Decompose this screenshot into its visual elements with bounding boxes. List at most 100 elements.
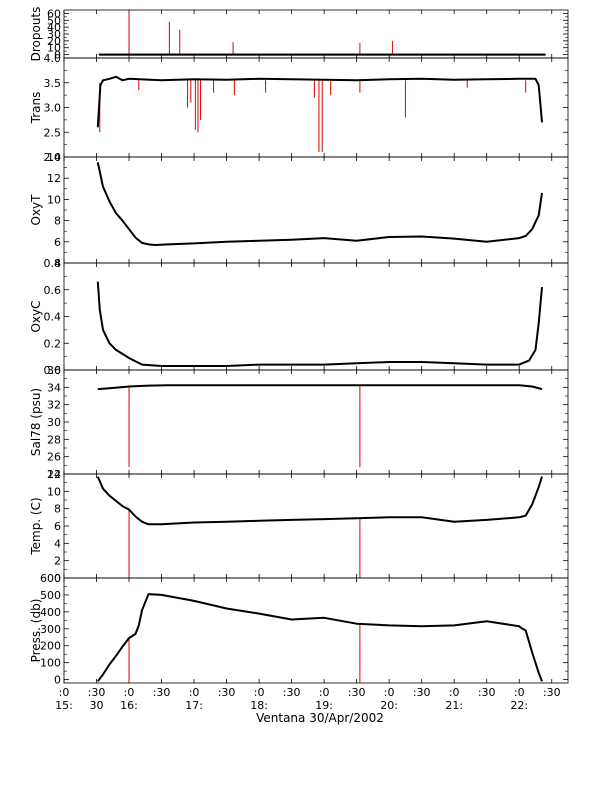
dropouts-point: [473, 53, 476, 56]
dropouts-point: [171, 53, 174, 56]
dropouts-point: [220, 53, 224, 56]
dropouts-point: [210, 53, 213, 56]
press-series-line: [97, 593, 543, 682]
dropouts-point: [379, 53, 382, 56]
dropouts-point: [314, 53, 317, 56]
dropouts-point: [429, 53, 432, 56]
x-tick-sublabel: 19:: [315, 699, 333, 712]
dropouts-point: [426, 53, 429, 56]
dropouts-point: [374, 53, 377, 56]
dropouts-point: [387, 53, 390, 56]
trans-ylabel: Trans: [29, 92, 43, 125]
dropouts-point: [285, 53, 289, 56]
dropouts-point: [491, 53, 494, 56]
dropouts-point: [140, 53, 143, 56]
dropouts-point: [283, 53, 286, 56]
x-tick-sublabel: 17:: [185, 699, 203, 712]
dropouts-point: [111, 53, 114, 56]
dropouts-point: [213, 53, 216, 56]
x-tick-sublabel: 21:: [445, 699, 463, 712]
temp-ylabel: Temp. (C): [29, 497, 43, 555]
dropouts-point: [163, 53, 166, 56]
dropouts-point: [371, 53, 375, 56]
oxyc-ytick-label: 0.6: [44, 284, 62, 297]
dropouts-point: [522, 53, 525, 56]
dropouts-point: [436, 53, 440, 56]
dropouts-point: [317, 53, 320, 56]
oxyt-ylabel: OxyT: [29, 194, 43, 226]
dropouts-point: [132, 53, 135, 56]
oxyt-ytick-label: 12: [47, 172, 61, 185]
x-axis: :015::3030:016::30:017::30:018::30:019::…: [55, 686, 560, 712]
x-tick-label: :0: [319, 686, 330, 699]
dropouts-point: [348, 53, 351, 56]
oxyt-ytick-label: 8: [54, 215, 61, 228]
x-tick-label: :0: [124, 686, 135, 699]
dropouts-point: [249, 53, 252, 56]
dropouts-point: [509, 53, 512, 56]
dropouts-point: [416, 53, 419, 56]
dropouts-point: [488, 53, 492, 56]
trans-ytick-label: 2.0: [44, 151, 62, 164]
dropouts-point: [176, 53, 179, 56]
dropouts-point: [142, 53, 146, 56]
dropouts-point: [496, 53, 499, 56]
dropouts-point: [148, 53, 151, 56]
press-ylabel: Press. (db): [29, 599, 43, 663]
sal78-ytick-label: 28: [47, 433, 61, 446]
dropouts-point: [540, 53, 544, 56]
dropouts-point: [465, 53, 468, 56]
dropouts-point: [280, 53, 283, 56]
dropouts-point: [431, 53, 434, 56]
dropouts-point: [400, 53, 403, 56]
dropouts-point: [129, 53, 133, 56]
dropouts-point: [384, 53, 388, 56]
dropouts-point: [254, 53, 257, 56]
trans-ytick-label: 3.5: [44, 77, 62, 90]
press-ytick-label: 100: [40, 657, 61, 670]
oxyc-ytick-label: 0.4: [44, 311, 62, 324]
trans-ytick-label: 4.0: [44, 52, 62, 65]
dropouts-point: [155, 53, 159, 56]
oxyc-frame: [63, 262, 569, 371]
x-tick-label: :30: [543, 686, 561, 699]
x-tick-label: :0: [514, 686, 525, 699]
dropouts-point: [262, 53, 265, 56]
dropouts-point: [200, 53, 203, 56]
dropouts-point: [311, 53, 315, 56]
x-tick-sublabel: 16:: [120, 699, 138, 712]
dropouts-point: [452, 53, 455, 56]
dropouts-point: [449, 53, 453, 56]
dropouts-point: [184, 53, 187, 56]
dropouts-point: [527, 53, 531, 56]
oxyt-frame: [63, 156, 569, 264]
dropouts-point: [218, 53, 221, 56]
dropouts-point: [296, 53, 299, 56]
dropouts-point: [233, 53, 237, 56]
press-ytick-label: 300: [40, 623, 61, 636]
dropouts-point: [98, 53, 101, 56]
dropouts-point: [335, 53, 338, 56]
x-tick-label: :0: [384, 686, 395, 699]
dropouts-point: [421, 53, 424, 56]
dropouts-point: [114, 53, 117, 56]
dropouts-point: [205, 53, 208, 56]
dropouts-point: [215, 53, 218, 56]
temp-ytick-label: 4: [54, 537, 61, 550]
dropouts-point: [517, 53, 520, 56]
panel-oxyc: 0.0 0.2 0.4 0.6 0.8 OxyC: [29, 257, 569, 377]
dropouts-point: [150, 53, 153, 56]
dropouts-point: [257, 53, 260, 56]
dropouts-point: [475, 53, 479, 56]
dropouts-point: [244, 53, 247, 56]
dropouts-point: [478, 53, 481, 56]
x-tick-label: :30: [348, 686, 366, 699]
dropouts-point: [423, 53, 427, 56]
dropouts-point: [439, 53, 442, 56]
panel-oxyt: 4 6 8 10 12 14 OxyT: [29, 151, 569, 270]
sal78-ytick-label: 30: [47, 416, 61, 429]
x-tick-sublabel: 18:: [250, 699, 268, 712]
x-tick-label: :30: [153, 686, 171, 699]
dropouts-point: [366, 53, 369, 56]
